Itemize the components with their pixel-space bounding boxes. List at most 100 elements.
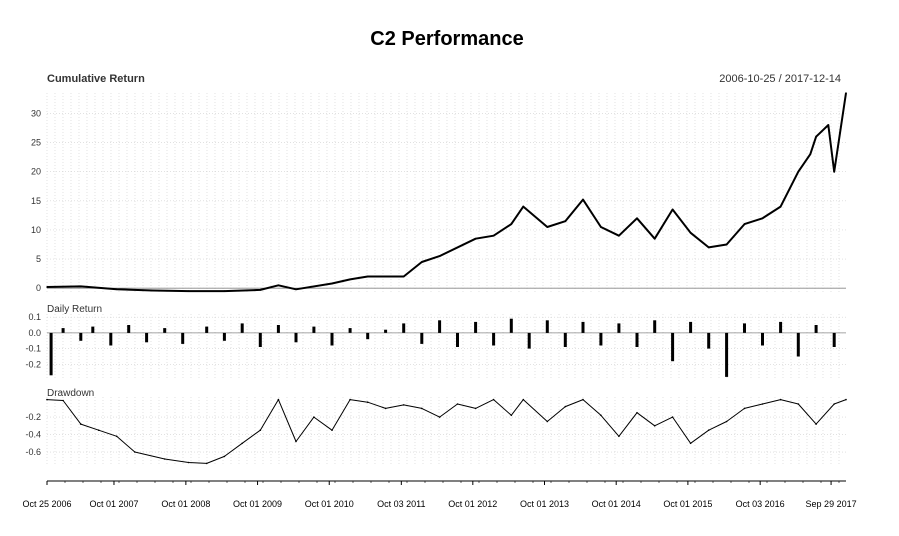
drawdown-point	[707, 429, 710, 432]
drawdown-point	[797, 403, 800, 405]
chart-title: C2 Performance	[370, 28, 523, 50]
ytick-label-p1: 30	[31, 108, 41, 118]
drawdown-point	[779, 398, 782, 401]
drawdown-point	[402, 404, 405, 406]
ytick-label-p3: -0.2	[25, 412, 41, 422]
grid-layer	[46, 93, 846, 466]
cumulative-return-point	[600, 226, 602, 228]
daily-return-bar	[402, 323, 406, 333]
drawdown-point	[421, 407, 423, 410]
daily-return-bar	[109, 332, 113, 346]
daily-return-bar	[617, 323, 621, 333]
daily-return-bar	[653, 320, 657, 333]
cumulative-return-point	[618, 234, 620, 237]
drawdown-point	[80, 423, 82, 425]
daily-return-bar	[294, 332, 298, 343]
daily-return-bar	[91, 326, 95, 333]
drawdown-point	[618, 435, 620, 438]
drawdown-point	[761, 403, 764, 405]
drawdown-point	[349, 398, 351, 401]
ytick-label-p1: 5	[36, 254, 41, 264]
daily-return-bar	[49, 332, 53, 376]
cumulative-return-point	[46, 286, 48, 288]
x-tick-label: Oct 25 2006	[22, 499, 71, 509]
drawdown-point	[134, 451, 136, 453]
drawdown-title: Drawdown	[47, 388, 94, 399]
drawdown-point	[62, 399, 64, 402]
daily-return-bar	[61, 328, 65, 333]
drawdown-point	[259, 429, 262, 432]
daily-return-bar	[127, 325, 131, 333]
x-tick-label: Oct 01 2012	[448, 499, 497, 509]
cumulative-return-point	[636, 217, 638, 220]
cumulative-return-point	[402, 275, 405, 278]
drawdown-point	[456, 403, 459, 405]
cumulative-return-title: Cumulative Return	[47, 73, 145, 85]
daily-return-bar	[545, 320, 549, 333]
drawdown-point	[725, 420, 728, 423]
ytick-label-p1: 10	[31, 225, 41, 235]
daily-return-bar	[384, 329, 388, 333]
drawdown-point	[115, 435, 118, 438]
daily-return-bar	[743, 323, 746, 333]
cumulative-return-point	[689, 232, 692, 234]
drawdown-point	[815, 423, 817, 425]
cumulative-return-point	[671, 208, 674, 211]
daily-return-bar	[725, 332, 729, 377]
daily-return-bar	[222, 332, 226, 341]
daily-return-bar	[438, 320, 442, 333]
daily-return-bar	[163, 328, 167, 333]
ytick-label-p2: -0.2	[25, 359, 41, 369]
ytick-label-p1: 15	[31, 196, 41, 206]
cumulative-return-point	[295, 288, 297, 291]
drawdown-point	[510, 414, 513, 417]
x-tick-label: Oct 03 2016	[736, 499, 785, 509]
cumulative-return-point	[809, 153, 812, 155]
daily-return-bar	[581, 321, 585, 333]
daily-return-bar	[330, 332, 334, 346]
drawdown-point	[241, 442, 243, 445]
drawdown-point	[223, 455, 226, 458]
x-tick-label: Oct 01 2015	[663, 499, 712, 509]
cumulative-return-point	[259, 289, 262, 291]
cumulative-return-point	[522, 205, 525, 208]
drawdown-point	[474, 407, 477, 410]
ytick-label-p2: 0.1	[28, 312, 41, 322]
cumulative-return-point	[223, 290, 226, 292]
cumulative-return-point	[582, 198, 584, 201]
daily-return-bar	[312, 326, 316, 333]
cumulative-return-point	[187, 290, 190, 292]
drawdown-point	[313, 416, 315, 418]
axes-layer: 0 5 10 15 20 25 30 -0.2 -0.1 0.0 0.1 -0.2 -0.4 -0.6 Oc…	[22, 108, 856, 509]
date-range-label: 2006-10-25 / 2017-12-14	[719, 73, 841, 85]
drawdown-point	[163, 458, 166, 460]
cumulative-return-point	[725, 243, 728, 246]
cumulative-return-point	[277, 284, 280, 287]
daily-return-bar	[205, 326, 209, 333]
daily-return-bar	[366, 332, 370, 340]
drawdown-point	[564, 405, 567, 408]
x-tick-label: Oct 01 2007	[89, 499, 138, 509]
drawdown-point	[46, 398, 48, 401]
x-tick-label: Oct 01 2014	[592, 499, 641, 509]
cumulative-return-point	[779, 205, 782, 208]
ytick-label-p1: 20	[31, 167, 41, 177]
cumulative-return-point	[331, 282, 333, 285]
daily-return-title: Daily Return	[47, 304, 102, 315]
daily-return-bar	[779, 321, 783, 333]
drawdown-point	[331, 429, 333, 432]
x-tick-label: Sep 29 2017	[806, 499, 857, 509]
drawdown-point	[295, 440, 297, 443]
daily-return-bar	[671, 332, 675, 362]
cumulative-return-point	[474, 237, 477, 240]
x-tick-label: Oct 01 2008	[161, 499, 210, 509]
drawdown-point	[97, 429, 100, 432]
cumulative-return-point	[815, 135, 817, 138]
cumulative-return-point	[546, 226, 549, 228]
drawdown-point	[492, 398, 495, 401]
cumulative-return-point	[151, 289, 154, 292]
cumulative-return-point	[80, 285, 82, 288]
daily-return-bar	[348, 328, 352, 333]
drawdown-point	[582, 398, 584, 401]
drawdown-point	[689, 442, 692, 445]
